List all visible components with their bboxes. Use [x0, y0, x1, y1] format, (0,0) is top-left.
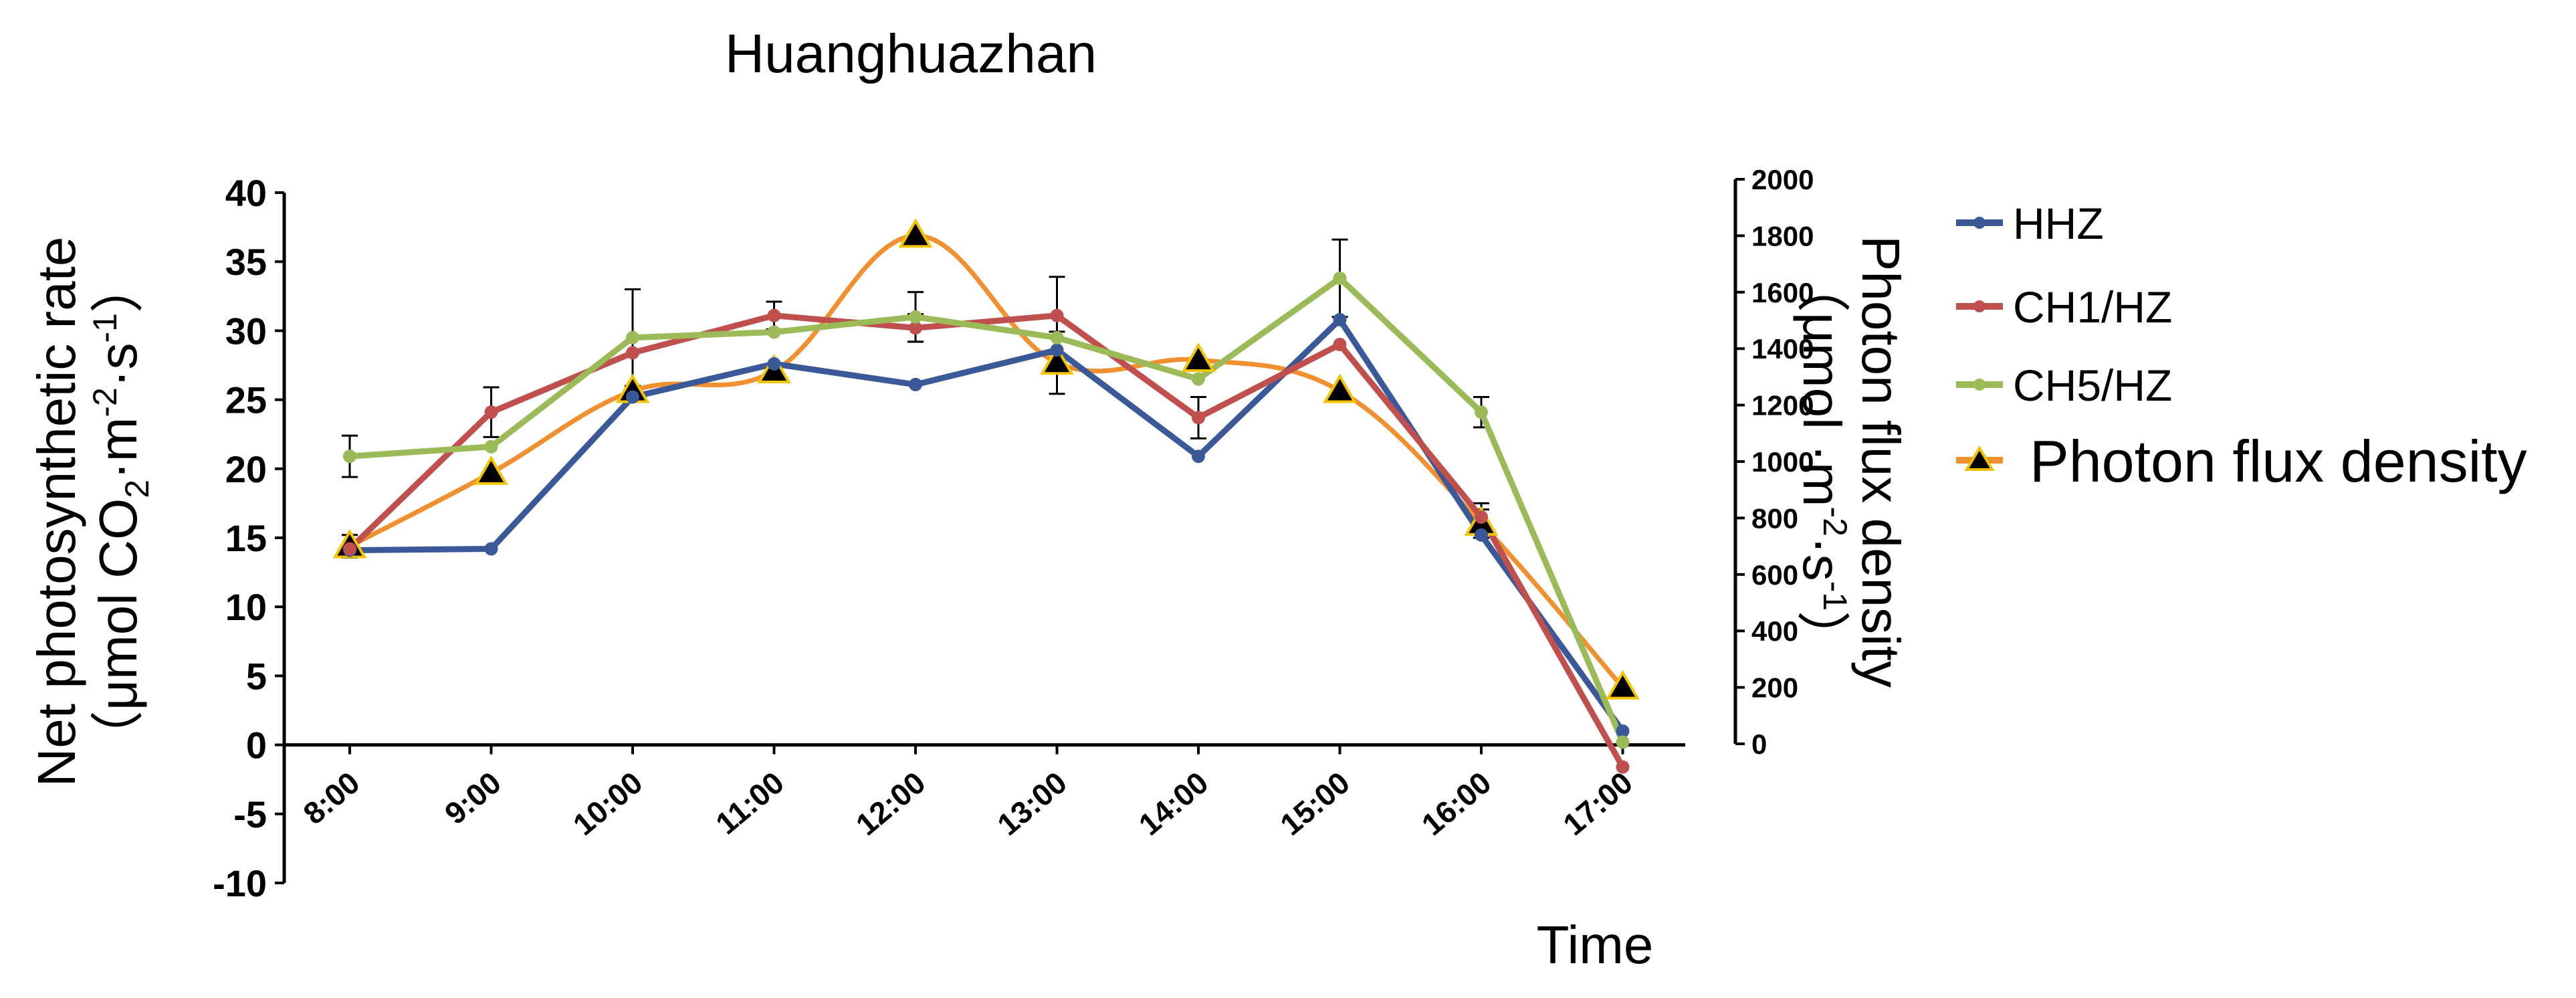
- series-line-photon-flux-density: [348, 233, 1625, 689]
- data-point-hhz: [909, 377, 922, 391]
- tick-labels: -10-505101520253035400200400600800100012…: [213, 164, 1814, 904]
- legend-item-ch5hz: CH5/HZ: [1956, 361, 2172, 410]
- y-axis-right-tick-label: 1600: [1751, 277, 1814, 308]
- data-point-ch1-hz: [1050, 308, 1064, 322]
- data-point-ch1-hz: [1616, 760, 1630, 774]
- data-point-photon-flux-density: [898, 218, 933, 248]
- legend-label-hhz: HHZ: [2013, 199, 2104, 248]
- data-point-ch1-hz: [909, 321, 922, 335]
- y-axis-right-tick-label: 1400: [1751, 333, 1814, 365]
- y-axis-left-title: Net photosynthetic rate （μmol CO2·m-2·s-…: [27, 237, 156, 787]
- x-axis-tick-label: 17:00: [1556, 765, 1639, 841]
- error-bars: [342, 238, 1489, 559]
- data-point-ch5-hz: [909, 310, 922, 324]
- y-axis-left-tick-label: 20: [225, 448, 267, 490]
- y-axis-left-tick-label: 25: [225, 379, 267, 421]
- data-point-hhz: [767, 357, 781, 371]
- data-point-hhz: [626, 390, 639, 404]
- x-axis-tick-label: 9:00: [438, 765, 508, 831]
- y-axis-left-tick-label: 15: [225, 517, 267, 559]
- x-axis-tick-label: 11:00: [709, 765, 790, 841]
- data-point-hhz: [1475, 528, 1488, 542]
- y-axis-left-label: Net photosynthetic rate: [27, 237, 86, 787]
- data-point-photon-flux-density: [1181, 342, 1216, 373]
- series-lines: [347, 233, 1626, 769]
- data-point-ch1-hz: [1333, 338, 1347, 352]
- series-line-ch5-hz: [349, 275, 1626, 744]
- data-point-ch5-hz: [626, 330, 639, 344]
- data-point-ch5-hz: [1475, 405, 1488, 419]
- x-axis-tick-label: 14:00: [1132, 765, 1215, 841]
- legend-label-ch5hz: CH5/HZ: [2013, 361, 2172, 410]
- y-axis-right-tick-label: 1800: [1751, 220, 1814, 252]
- x-axis-title: Time: [1537, 915, 1654, 975]
- series-markers: [332, 218, 1640, 774]
- y-axis-left-units: （μmol CO2·m-2·s-1）: [86, 260, 156, 764]
- y-axis-right-title: Photon flux density （μmol ·m-2·s-1）: [1792, 235, 1911, 688]
- legend-item-photon-flux: Photon flux density: [1956, 428, 2527, 494]
- data-point-hhz: [1616, 724, 1630, 738]
- data-point-ch1-hz: [1475, 510, 1488, 524]
- x-axis-tick-label: 12:00: [849, 765, 932, 841]
- y-axis-right-tick-label: 200: [1751, 672, 1798, 704]
- y-axis-right-tick-label: 800: [1751, 502, 1798, 534]
- data-point-hhz: [484, 542, 498, 556]
- y-axis-left-tick-label: -10: [213, 862, 267, 904]
- legend-item-ch1hz: CH1/HZ: [1956, 282, 2172, 332]
- x-axis-tick-label: 8:00: [296, 765, 366, 831]
- data-point-ch5-hz: [767, 325, 781, 339]
- x-axis-tick-label: 10:00: [566, 765, 649, 841]
- y-axis-right-tick-label: 400: [1751, 615, 1798, 647]
- data-point-photon-flux-density: [474, 455, 508, 485]
- y-axis-right-tick-label: 1000: [1751, 446, 1814, 478]
- data-point-photon-flux-density: [1040, 345, 1074, 375]
- legend-item-hhz: HHZ: [1956, 199, 2104, 248]
- y-axis-right-tick-label: 2000: [1751, 164, 1814, 195]
- chart-title: Huanghuazhan: [725, 23, 1097, 84]
- y-axis-left-tick-label: -5: [233, 793, 267, 835]
- data-point-hhz: [1333, 312, 1347, 326]
- data-point-ch1-hz: [767, 308, 781, 322]
- series-line-ch1-hz: [347, 312, 1626, 769]
- data-point-ch1-hz: [343, 542, 356, 556]
- y-axis-right-tick-label: 0: [1751, 728, 1767, 760]
- y-axis-left-tick-label: 40: [225, 172, 267, 214]
- data-point-ch5-hz: [1616, 735, 1630, 749]
- legend-marker-ch5hz: [1973, 379, 1985, 391]
- legend: HHZ CH1/HZ CH5/HZ Photon flux density: [1956, 199, 2527, 494]
- y-axis-left-tick-label: 30: [225, 310, 267, 352]
- y-axis-right-tick-label: 600: [1751, 559, 1798, 591]
- data-point-ch5-hz: [343, 450, 356, 464]
- x-axis-tick-label: 15:00: [1273, 765, 1356, 841]
- y-axis-left-tick-label: 35: [225, 241, 267, 283]
- data-point-ch5-hz: [484, 439, 498, 454]
- data-point-ch5-hz: [1333, 271, 1347, 285]
- x-axis-tick-label: 16:00: [1415, 765, 1498, 841]
- y-axis-right-units: （μmol ·m-2·s-1）: [1792, 259, 1854, 664]
- data-point-ch5-hz: [1192, 372, 1205, 386]
- legend-marker-photon-flux: [1964, 445, 1995, 471]
- data-point-ch5-hz: [1050, 330, 1064, 344]
- data-point-ch1-hz: [626, 346, 639, 360]
- axes: [275, 178, 1745, 884]
- y-axis-left-tick-label: 10: [225, 586, 267, 628]
- data-point-photon-flux-density: [1323, 373, 1357, 403]
- y-axis-right-label: Photon flux density: [1851, 235, 1911, 688]
- legend-marker-hhz: [1973, 217, 1985, 229]
- data-point-ch1-hz: [484, 405, 498, 419]
- series-line-hhz: [349, 316, 1626, 733]
- y-axis-right-tick-label: 1200: [1751, 390, 1814, 421]
- legend-label-photon-flux: Photon flux density: [2030, 428, 2527, 494]
- data-point-photon-flux-density: [1606, 670, 1640, 700]
- y-axis-left-tick-label: 0: [246, 724, 267, 767]
- y-axis-left-tick-label: 5: [246, 655, 267, 697]
- x-axis-tick-label: 13:00: [990, 765, 1073, 841]
- legend-marker-ch1hz: [1973, 300, 1985, 312]
- data-point-hhz: [1050, 343, 1064, 357]
- data-point-ch1-hz: [1192, 411, 1205, 425]
- legend-label-ch1hz: CH1/HZ: [2013, 282, 2172, 332]
- data-point-hhz: [1192, 450, 1205, 464]
